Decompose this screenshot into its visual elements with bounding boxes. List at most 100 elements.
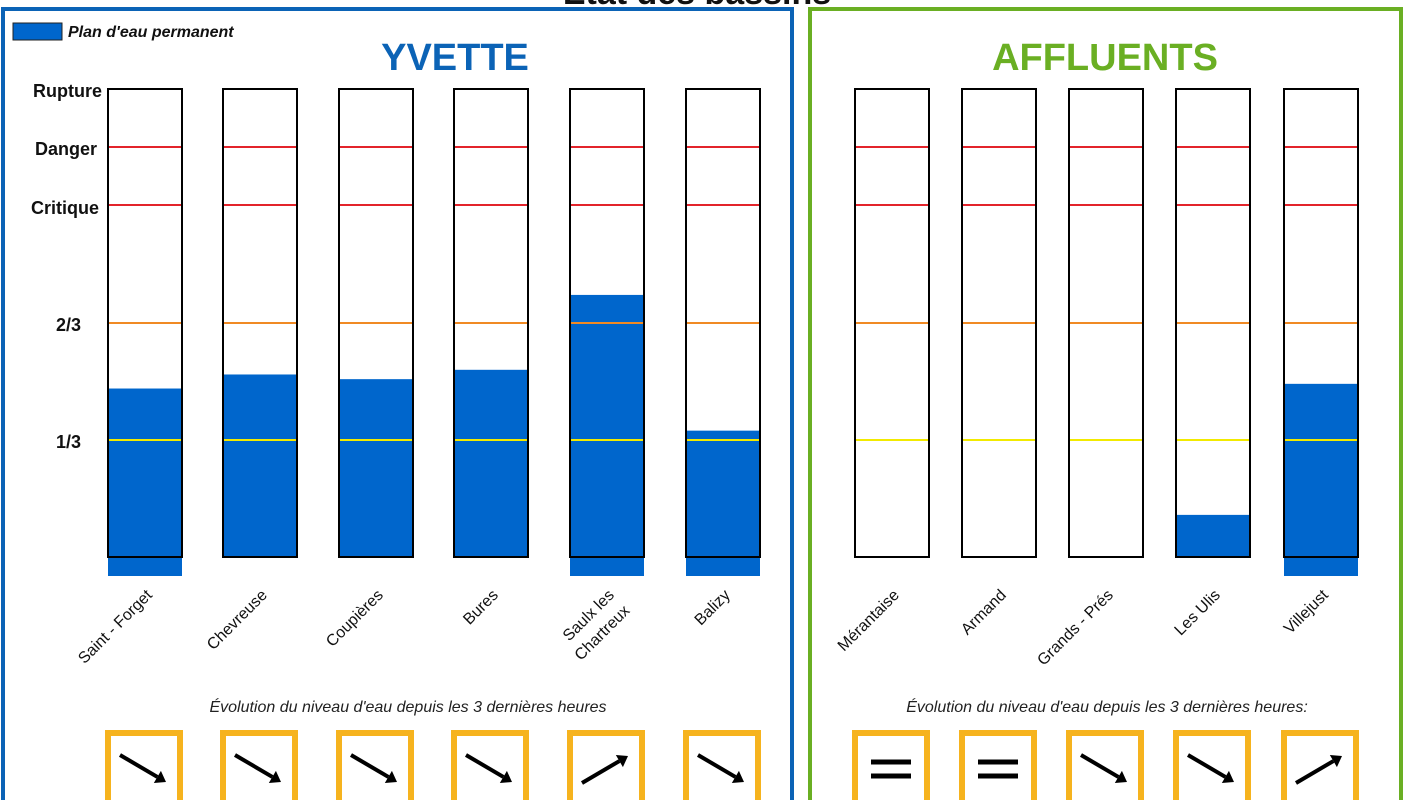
trend-down-arrow-icon-head <box>1221 770 1234 783</box>
basin-grands-pres: Grands - Prés <box>1034 88 1144 669</box>
trend-down-arrow-icon <box>464 753 505 779</box>
level-label-two-thirds: 2/3 <box>56 315 81 335</box>
level-axis-labels: Rupture Danger Critique 2/3 1/3 <box>31 81 102 452</box>
basin-water-level <box>108 388 182 557</box>
trend-down-arrow-icon <box>1186 753 1227 779</box>
trend-down-arrow-icon-head <box>499 770 512 783</box>
basin-name-label: Villejust <box>1281 586 1332 637</box>
basin-tube-outline <box>1283 88 1359 558</box>
permanent-water-body <box>686 557 760 576</box>
basin-name-label: Saint - Forget <box>75 586 156 667</box>
affluents-title: AFFLUENTS <box>992 37 1218 79</box>
trend-down-arrow-icon <box>233 753 274 779</box>
trend-down-arrow-icon <box>118 753 159 779</box>
trend-box <box>105 730 183 800</box>
trend-indicator-merantaise <box>852 730 930 800</box>
basin-water-level <box>1176 514 1250 557</box>
basin-tube-outline <box>1175 88 1251 558</box>
basin-tube-outline <box>453 88 529 558</box>
basin-tube-outline <box>961 88 1037 558</box>
trend-box <box>220 730 298 800</box>
basin-name-label: Balizy <box>692 587 734 629</box>
trend-indicator-armand <box>959 730 1037 800</box>
trend-down-arrow-icon <box>696 753 737 779</box>
basin-tube-outline <box>854 88 930 558</box>
affluents-evolution-caption: Évolution du niveau d'eau depuis les 3 d… <box>906 697 1308 716</box>
trend-up-arrow-icon-head <box>1329 755 1342 768</box>
trend-down-arrow-icon-head <box>153 770 166 783</box>
permanent-water-body <box>570 557 644 576</box>
basin-villejust: Villejust <box>1281 88 1359 638</box>
trend-indicator-villejust <box>1281 730 1359 800</box>
basin-water-level <box>570 294 644 557</box>
basin-water-level <box>686 430 760 557</box>
trend-box <box>567 730 645 800</box>
basin-saint-forget: Saint - Forget <box>75 88 183 667</box>
legend-swatch <box>12 22 63 41</box>
basin-name-label: Coupières <box>323 587 387 651</box>
level-label-rupture: Rupture <box>33 81 102 101</box>
basin-bures: Bures <box>453 88 529 629</box>
basin-name-label: Mérantaise <box>835 587 903 655</box>
trend-box <box>451 730 529 800</box>
basin-saulx-les-chartreux: Saulx lesChartreux <box>556 88 645 664</box>
basin-water-level <box>1284 383 1358 557</box>
trend-box <box>683 730 761 800</box>
trend-indicator-bures <box>451 730 529 800</box>
trend-box <box>1173 730 1251 800</box>
trend-down-arrow-icon-head <box>1114 770 1127 783</box>
permanent-water-body <box>1284 557 1358 576</box>
basin-name-label: Bures <box>460 587 502 629</box>
basin-water-level <box>223 374 297 557</box>
yvette-panel-frame <box>1 7 794 800</box>
basin-name-label: Saulx lesChartreux <box>556 587 633 664</box>
basin-armand: Armand <box>958 88 1037 639</box>
trend-box <box>336 730 414 800</box>
basin-name-label: Chevreuse <box>204 587 271 654</box>
basin-name-label: Les Ulis <box>1172 587 1224 639</box>
trend-up-arrow-icon-head <box>615 755 628 768</box>
basin-coupieres: Coupières <box>323 88 414 651</box>
basin-tube-outline <box>569 88 645 558</box>
legend-label: Plan d'eau permanent <box>68 24 234 41</box>
yvette-evolution-caption: Évolution du niveau d'eau depuis les 3 d… <box>209 697 606 716</box>
yvette-basins: Saint - Forget Chevreuse Coupières Bures Sau… <box>75 88 761 667</box>
yvette-title: YVETTE <box>381 37 529 79</box>
trend-box <box>1066 730 1144 800</box>
trend-indicator-coupieres <box>336 730 414 800</box>
trend-down-arrow-icon <box>349 753 390 779</box>
basin-tube-outline <box>338 88 414 558</box>
trend-indicator-balizy <box>683 730 761 800</box>
permanent-water-body <box>108 557 182 576</box>
trend-down-arrow-icon <box>1079 753 1120 779</box>
basin-chevreuse: Chevreuse <box>204 88 298 654</box>
trend-indicator-chevreuse <box>220 730 298 800</box>
trend-box <box>852 730 930 800</box>
basin-les-ulis: Les Ulis <box>1172 88 1251 639</box>
basin-balizy: Balizy <box>685 88 761 629</box>
level-label-danger: Danger <box>35 139 97 159</box>
affluents-basins: Mérantaise Armand Grands - Prés Les Ulis Vil… <box>835 88 1359 669</box>
basin-tube-outline <box>107 88 183 558</box>
basin-tube-outline <box>685 88 761 558</box>
basin-tube-outline <box>222 88 298 558</box>
trend-indicator-grands-pres <box>1066 730 1144 800</box>
level-label-one-third: 1/3 <box>56 432 81 452</box>
legend: Plan d'eau permanent <box>12 22 234 41</box>
affluents-panel-frame <box>808 7 1403 800</box>
basin-tube-outline <box>1068 88 1144 558</box>
trend-indicator-saulx-les-chartreux <box>567 730 645 800</box>
trend-down-arrow-icon-head <box>268 770 281 783</box>
trend-indicator-saint-forget <box>105 730 183 800</box>
trend-box <box>1281 730 1359 800</box>
basin-name-label: Armand <box>958 587 1010 639</box>
trend-box <box>959 730 1037 800</box>
trend-down-arrow-icon-head <box>384 770 397 783</box>
affluents-trend-indicators <box>852 730 1359 800</box>
basin-merantaise: Mérantaise <box>835 88 930 655</box>
yvette-trend-indicators <box>105 730 761 800</box>
level-label-critique: Critique <box>31 198 99 218</box>
basin-water-level <box>339 379 413 557</box>
trend-indicator-les-ulis <box>1173 730 1251 800</box>
